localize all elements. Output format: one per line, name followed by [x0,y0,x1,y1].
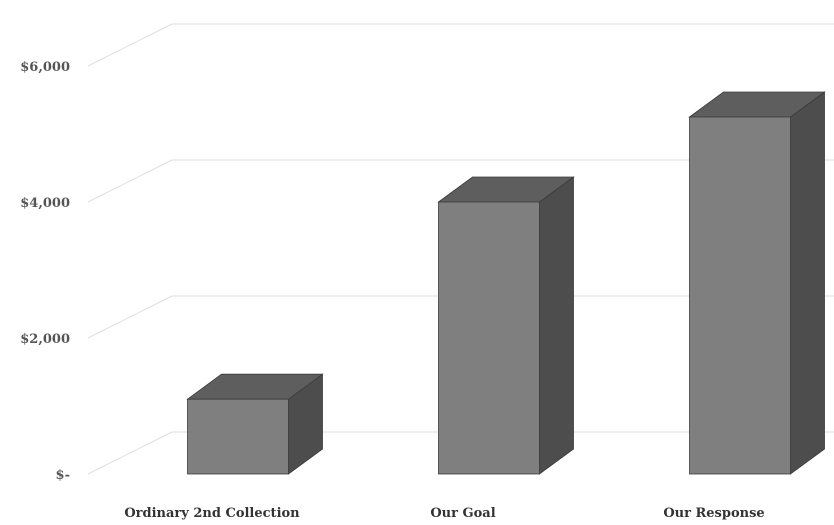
x-tick-label: Ordinary 2nd Collection [124,506,300,521]
bar-front-face [188,399,289,474]
gridline-diagonal [88,432,172,474]
bar [439,177,574,474]
y-tick-label: $- [56,468,70,483]
y-tick-label: $2,000 [20,332,70,347]
bar-side-face [540,177,574,474]
gridline-diagonal [88,160,172,202]
y-axis-ticks: $- $2,000 $4,000 $6,000 [20,60,70,483]
bar [690,92,825,474]
gridline-diagonal [88,24,172,66]
y-tick-label: $6,000 [20,60,70,75]
bars [188,92,825,474]
gridline-diagonal [88,296,172,338]
y-tick-label: $4,000 [20,196,70,211]
x-tick-label: Our Goal [430,506,495,521]
bar [188,374,323,474]
bar-front-face [439,202,540,474]
bar-side-face [791,92,825,474]
x-axis-ticks: Ordinary 2nd Collection Our Goal Our Respo… [124,506,764,521]
bar-front-face [690,117,791,474]
x-tick-label: Our Response [663,506,764,521]
